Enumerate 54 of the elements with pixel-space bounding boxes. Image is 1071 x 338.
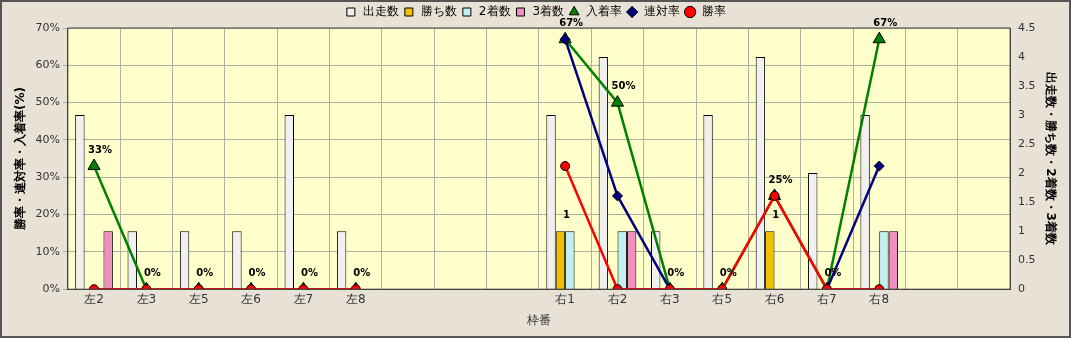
x-tick-label: 右6 xyxy=(764,291,785,306)
x-tick-label: 左6 xyxy=(241,291,261,306)
y-tick-label: 10% xyxy=(35,244,60,258)
data-label: 0% xyxy=(667,266,685,278)
x-tick-label: 右2 xyxy=(607,291,628,306)
x-tick-label: 右3 xyxy=(660,291,680,306)
y2-tick-label: 0 xyxy=(1018,282,1026,296)
legend-label: 出走数 xyxy=(362,4,399,19)
y2-tick-label: 0.5 xyxy=(1018,253,1036,267)
data-label: 25% xyxy=(768,173,793,185)
data-label: 1 xyxy=(562,208,570,220)
x-tick-label: 左8 xyxy=(345,291,366,306)
y-tick-label: 70% xyxy=(35,20,60,34)
y-tick-label: 30% xyxy=(35,170,60,184)
y2-tick-label: 3.5 xyxy=(1018,78,1036,92)
y2-tick-label: 2.5 xyxy=(1018,136,1036,150)
data-label: 33% xyxy=(88,143,112,155)
legend-label: 入着率 xyxy=(586,4,623,19)
x-tick-label: 左7 xyxy=(293,291,314,306)
y2-tick-label: 1.5 xyxy=(1018,194,1036,208)
x-tick-label: 右5 xyxy=(712,291,733,306)
y2-tick-label: 4 xyxy=(1018,49,1026,63)
x-tick-label: 右8 xyxy=(869,291,890,306)
x-tick-label: 左2 xyxy=(84,291,104,306)
x-tick-label: 左3 xyxy=(136,291,157,306)
y-tick-label: 20% xyxy=(35,207,60,221)
y-tick-label: 40% xyxy=(35,132,60,146)
legend-label: 3着数 xyxy=(532,4,565,19)
y2-tick-label: 4.5 xyxy=(1018,20,1036,34)
y-tick-label: 60% xyxy=(35,58,60,72)
data-label: 0% xyxy=(248,266,266,278)
data-label: 67% xyxy=(873,16,898,28)
x-tick-label: 右1 xyxy=(555,291,575,306)
data-label: 1 xyxy=(772,208,780,220)
y2-axis-title: 出走数・勝ち数・2着数・3着数 xyxy=(1043,72,1058,246)
data-label: 67% xyxy=(559,16,584,28)
y2-tick-label: 2 xyxy=(1018,165,1026,179)
data-label: 0% xyxy=(196,266,214,278)
y-tick-label: 50% xyxy=(35,95,60,109)
data-label: 50% xyxy=(611,80,636,92)
y-axis-title: 勝率・連対率・入着率(%) xyxy=(13,87,28,232)
x-tick-label: 右7 xyxy=(817,291,837,306)
data-label: 0% xyxy=(143,266,161,278)
legend-label: 勝率 xyxy=(702,4,727,19)
legend-label: 2着数 xyxy=(478,4,511,19)
legend-label: 連対率 xyxy=(644,4,681,19)
y2-tick-label: 1 xyxy=(1018,224,1026,238)
data-label: 0% xyxy=(300,266,318,278)
legend-label: 勝ち数 xyxy=(420,4,457,19)
y-tick-label: 0% xyxy=(42,282,60,296)
x-tick-label: 左5 xyxy=(188,291,209,306)
data-label: 0% xyxy=(353,266,371,278)
y2-tick-label: 3 xyxy=(1018,107,1026,121)
x-axis-title: 枠番 xyxy=(525,312,551,327)
